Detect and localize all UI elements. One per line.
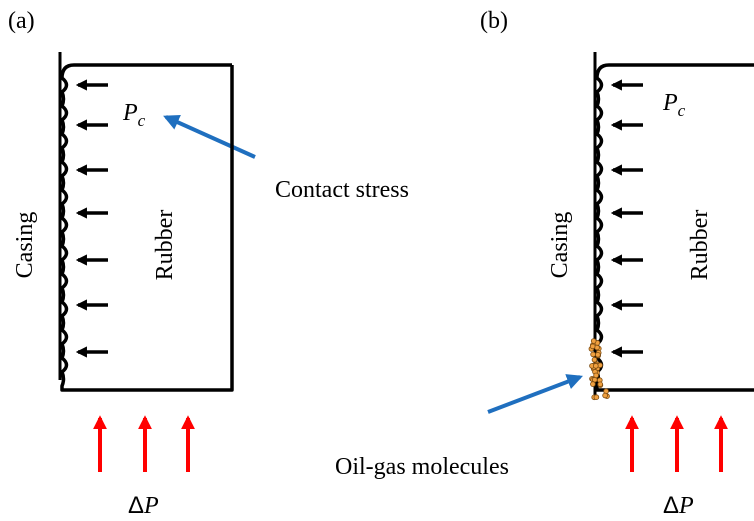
molecule bbox=[592, 363, 599, 369]
contact-pressure: Pc bbox=[122, 100, 146, 130]
panel-label: (a) bbox=[8, 8, 35, 34]
pressure-subscript: c bbox=[138, 111, 146, 130]
rubber-body bbox=[595, 63, 754, 392]
load-label: ΔP bbox=[663, 492, 694, 519]
load-delta: Δ bbox=[128, 492, 144, 519]
molecule bbox=[590, 351, 596, 358]
rubber-label: Rubber bbox=[152, 210, 178, 281]
molecule bbox=[595, 351, 601, 358]
molecule bbox=[590, 338, 597, 344]
oil-gas-arrow bbox=[487, 374, 583, 414]
molecule bbox=[593, 372, 599, 379]
contact-stress-arrow bbox=[163, 114, 256, 159]
contact-stress-label: Contact stress bbox=[275, 177, 409, 203]
molecule bbox=[590, 381, 596, 387]
oil-gas-label: Oil-gas molecules bbox=[335, 454, 509, 480]
panel-label: (b) bbox=[480, 8, 508, 34]
molecule bbox=[593, 394, 600, 401]
molecule bbox=[597, 381, 603, 388]
pressure-subscript: c bbox=[678, 101, 686, 120]
casing-label: Casing bbox=[547, 212, 573, 279]
molecule bbox=[589, 343, 596, 350]
molecule bbox=[591, 356, 598, 363]
casing-label: Casing bbox=[12, 212, 38, 279]
contact-pressure: Pc bbox=[662, 90, 686, 120]
pressure-symbol: P bbox=[662, 90, 678, 116]
load-symbol: P bbox=[678, 493, 694, 519]
load-symbol: P bbox=[143, 493, 159, 519]
rubber-label: Rubber bbox=[687, 210, 713, 281]
molecule bbox=[602, 392, 608, 399]
rubber-body bbox=[60, 63, 234, 392]
pressure-symbol: P bbox=[122, 100, 138, 126]
load-delta: Δ bbox=[663, 492, 679, 519]
load-label: ΔP bbox=[128, 492, 159, 519]
